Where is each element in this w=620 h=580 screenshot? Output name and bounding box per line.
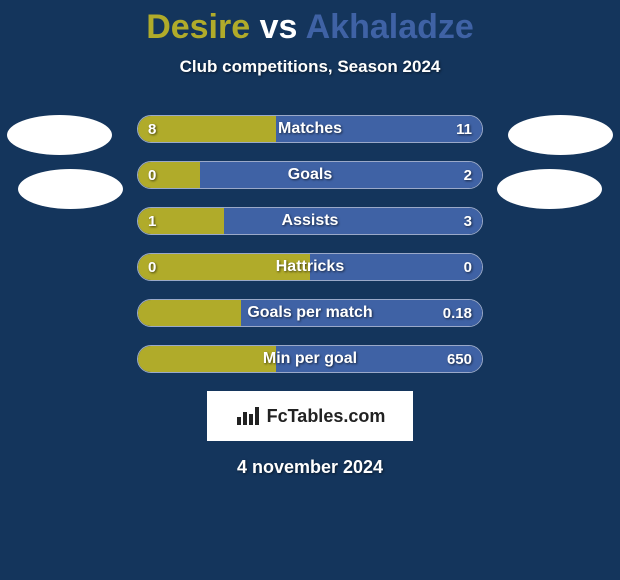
- stat-bar-left: [138, 116, 276, 142]
- bar-chart-icon: [235, 405, 261, 427]
- stat-bar-right: [310, 254, 482, 280]
- comparison-chart: Matches811 Goals02 Assists13 Hattricks00 Goa…: [0, 115, 620, 373]
- stat-bar-left: [138, 162, 200, 188]
- player2-name: Akhaladze: [306, 8, 474, 46]
- player2-avatar-placeholder-2: [497, 169, 602, 209]
- stat-bar-right: [241, 300, 482, 326]
- player1-avatar-placeholder-2: [18, 169, 123, 209]
- stat-row: Hattricks00: [137, 253, 483, 281]
- stat-row: Goals per match0.18: [137, 299, 483, 327]
- stat-bar-right: [224, 208, 482, 234]
- stat-bar-right: [276, 116, 482, 142]
- stat-bar-left: [138, 346, 276, 372]
- stat-row: Goals02: [137, 161, 483, 189]
- watermark: FcTables.com: [207, 391, 413, 441]
- stat-bar-right: [200, 162, 482, 188]
- watermark-text: FcTables.com: [267, 406, 386, 427]
- stat-bar-left: [138, 300, 241, 326]
- stat-row: Matches811: [137, 115, 483, 143]
- stat-row: Min per goal650: [137, 345, 483, 373]
- stat-row: Assists13: [137, 207, 483, 235]
- footer-date: 4 november 2024: [0, 457, 620, 478]
- stat-bar-right: [276, 346, 482, 372]
- stat-bar-left: [138, 254, 310, 280]
- player1-name: Desire: [146, 8, 250, 46]
- player1-avatar-placeholder-1: [7, 115, 112, 155]
- subtitle: Club competitions, Season 2024: [0, 57, 620, 77]
- vs-text: vs: [260, 8, 298, 46]
- page-title: Desire vs Akhaladze: [0, 0, 620, 47]
- player2-avatar-placeholder-1: [508, 115, 613, 155]
- stat-bar-left: [138, 208, 224, 234]
